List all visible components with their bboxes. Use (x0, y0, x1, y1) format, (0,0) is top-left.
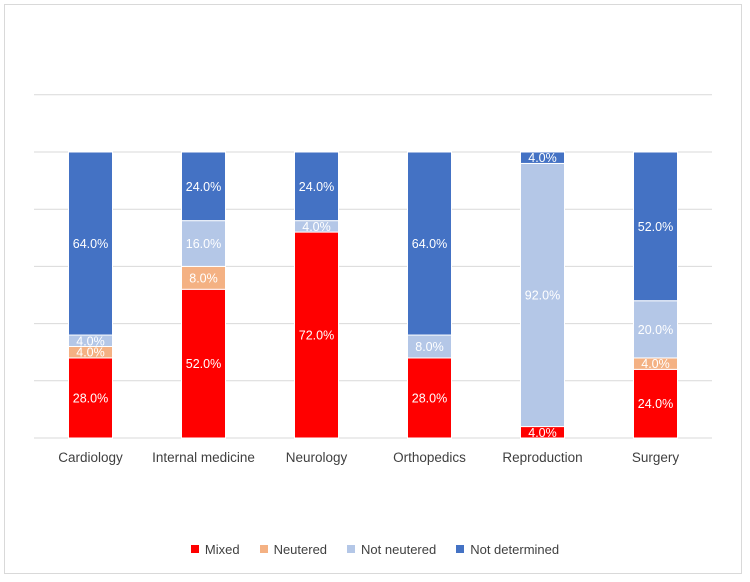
legend: Mixed Neutered Not neutered Not determined (0, 540, 750, 558)
data-label: 4.0% (76, 334, 105, 348)
gridlines (34, 94, 712, 439)
data-label: 24.0% (638, 397, 673, 411)
legend-swatch (190, 545, 199, 553)
legend-swatch (259, 545, 268, 553)
bar-not-neutered-surgery (633, 300, 678, 359)
data-label: 52.0% (186, 357, 221, 371)
bar-mixed-internal-medicine (181, 288, 226, 439)
x-tick-label: Internal medicine (152, 450, 255, 465)
data-label: 4.0% (302, 220, 331, 234)
data-label: 28.0% (412, 391, 447, 405)
x-tick-label: Cardiology (58, 450, 123, 465)
bar-not-determined-internal-medicine (181, 151, 226, 222)
data-label: 92.0% (525, 289, 560, 303)
bars (68, 151, 678, 439)
x-axis-labels: Cardiology Internal medicine Neurology Orth… (58, 450, 679, 465)
data-label: 72.0% (299, 329, 334, 343)
data-label: 4.0% (528, 151, 557, 165)
data-label: 24.0% (186, 180, 221, 194)
x-tick-label: Surgery (632, 450, 680, 465)
data-label: 52.0% (638, 220, 673, 234)
data-label: 8.0% (189, 271, 218, 285)
x-tick-label: Orthopedics (393, 450, 466, 465)
legend-label: Not determined (470, 541, 560, 557)
data-label: 64.0% (73, 237, 108, 251)
bar-not-determined-cardiology (68, 151, 113, 336)
data-label: 24.0% (299, 180, 334, 194)
bar-mixed-orthopedics (407, 357, 452, 439)
bar-not-neutered-internal-medicine (181, 220, 226, 267)
x-tick-label: Neurology (286, 450, 348, 465)
bar-not-determined-neurology (294, 151, 339, 222)
legend-swatch (456, 545, 465, 553)
bar-mixed-cardiology (68, 357, 113, 439)
data-label: 20.0% (638, 323, 673, 337)
data-label: 28.0% (73, 391, 108, 405)
data-label: 4.0% (641, 357, 670, 371)
legend-label: Mixed (204, 541, 240, 557)
legend-item-not-determined: Not determined (456, 542, 559, 557)
data-label: 64.0% (412, 237, 447, 251)
legend-item-mixed: Mixed (190, 541, 240, 557)
bar-not-determined-reproduction (520, 151, 565, 164)
legend-item-not-neutered: Not neutered (347, 542, 436, 557)
data-label: 4.0% (76, 346, 105, 360)
bar-not-determined-surgery (633, 151, 678, 302)
bar-not-neutered-reproduction (520, 162, 565, 428)
data-label: 8.0% (415, 340, 444, 354)
chart-frame (4, 4, 742, 574)
bar-data-labels: 28.0%4.0%4.0%64.0%52.0%8.0%16.0%24.0%72.… (73, 151, 673, 440)
bar-not-determined-orthopedics (407, 151, 452, 336)
bar-mixed-surgery (633, 368, 678, 439)
x-tick-label: Reproduction (502, 450, 582, 465)
bar-mixed-neurology (294, 231, 339, 439)
data-label: 4.0% (528, 426, 557, 440)
data-label: 16.0% (186, 237, 221, 251)
legend-item-neutered: Neutered (259, 541, 328, 557)
legend-label: Neutered (273, 541, 328, 557)
legend-swatch (347, 545, 356, 553)
legend-label: Not neutered (361, 541, 437, 557)
